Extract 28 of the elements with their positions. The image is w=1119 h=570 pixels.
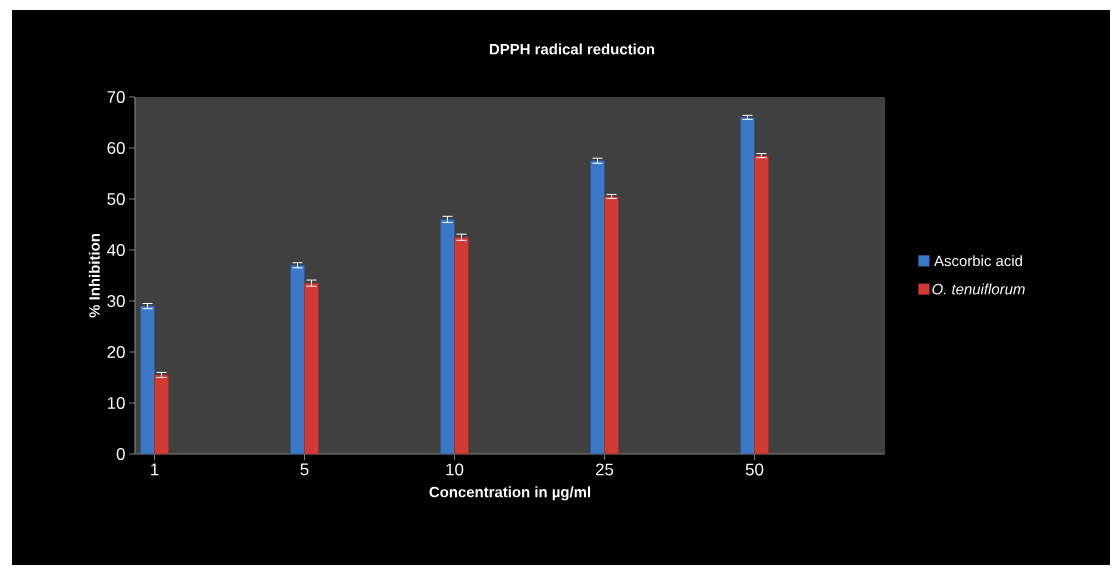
bar <box>140 305 155 455</box>
x-axis-title: Concentration in µg/ml <box>429 486 591 501</box>
y-tick-label: 40 <box>107 243 125 256</box>
x-tick-label: 10 <box>446 463 464 476</box>
y-axis-title: % Inhibition <box>88 234 100 318</box>
x-tick-label: 25 <box>595 463 614 476</box>
bar <box>754 155 769 455</box>
bar <box>454 237 469 455</box>
legend-label: Ascorbic acid <box>934 255 1022 267</box>
y-tick-label: 70 <box>107 90 125 103</box>
y-tick-label: 60 <box>107 141 125 154</box>
bar <box>740 117 755 455</box>
bar <box>290 265 305 455</box>
y-tick-label: 30 <box>107 294 125 307</box>
y-tick-label: 0 <box>116 447 125 460</box>
bar <box>604 196 619 455</box>
bar <box>440 219 455 455</box>
bar <box>304 282 319 455</box>
y-tick-label: 50 <box>107 192 125 205</box>
x-tick-label: 1 <box>151 463 159 476</box>
x-tick-label: 5 <box>300 463 309 476</box>
legend-label: O. tenuiflorum <box>932 283 1025 295</box>
y-tick-label: 10 <box>107 396 125 409</box>
bar <box>590 160 605 455</box>
bar <box>154 374 169 455</box>
x-tick-label: 50 <box>745 463 764 476</box>
y-tick-label: 20 <box>107 345 125 358</box>
chart-title: DPPH radical reduction <box>489 43 655 55</box>
